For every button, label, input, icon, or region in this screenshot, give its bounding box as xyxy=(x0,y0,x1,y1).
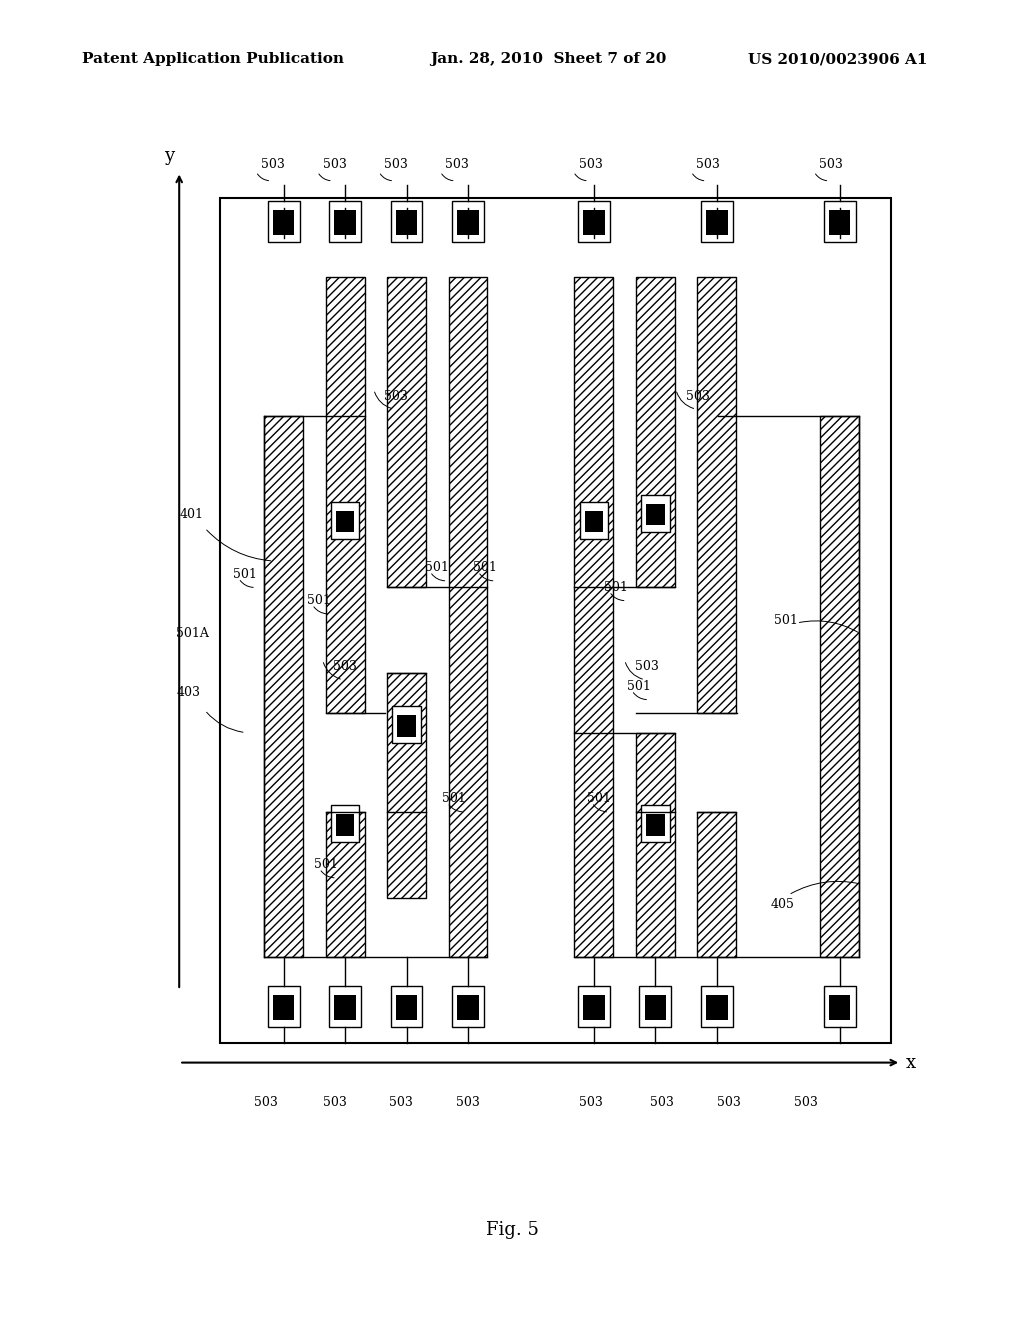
Bar xyxy=(392,706,421,743)
Bar xyxy=(395,210,418,235)
Bar xyxy=(391,986,422,1027)
Bar xyxy=(334,210,356,235)
Bar xyxy=(700,986,733,1027)
Text: 503: 503 xyxy=(794,1096,817,1109)
Bar xyxy=(707,210,727,235)
Bar xyxy=(641,495,670,532)
Bar xyxy=(387,277,426,587)
Text: 501: 501 xyxy=(627,680,650,693)
Bar xyxy=(331,805,359,842)
Bar xyxy=(268,986,299,1027)
Text: 503: 503 xyxy=(389,1096,413,1109)
Bar xyxy=(264,416,303,957)
Text: Patent Application Publication: Patent Application Publication xyxy=(82,53,344,66)
Bar xyxy=(387,673,426,898)
Text: 503: 503 xyxy=(261,158,285,172)
Bar xyxy=(449,277,487,957)
Text: 503: 503 xyxy=(717,1096,740,1109)
Text: y: y xyxy=(164,147,174,165)
Bar xyxy=(453,201,484,242)
Text: 501: 501 xyxy=(233,568,257,581)
Text: 503: 503 xyxy=(445,158,469,172)
Text: 503: 503 xyxy=(254,1096,278,1109)
Text: 503: 503 xyxy=(696,158,720,172)
Text: 503: 503 xyxy=(819,158,843,172)
Text: 401: 401 xyxy=(179,508,203,521)
Bar xyxy=(700,201,733,242)
Bar xyxy=(268,201,299,242)
Bar xyxy=(636,277,675,587)
Bar xyxy=(697,812,736,957)
Bar xyxy=(272,210,295,235)
Bar xyxy=(395,995,418,1020)
Text: 503: 503 xyxy=(384,389,408,403)
Text: 503: 503 xyxy=(579,158,602,172)
Bar xyxy=(326,277,365,713)
Text: 503: 503 xyxy=(579,1096,602,1109)
Text: 405: 405 xyxy=(771,898,795,911)
Text: 501: 501 xyxy=(442,792,466,805)
Text: 503: 503 xyxy=(323,158,346,172)
Text: 501: 501 xyxy=(473,561,497,574)
Bar xyxy=(646,814,665,836)
Text: 501: 501 xyxy=(587,792,610,805)
Bar xyxy=(580,502,608,539)
Bar xyxy=(585,511,603,532)
Bar xyxy=(453,986,484,1027)
Text: 503: 503 xyxy=(384,158,408,172)
Bar xyxy=(578,986,610,1027)
Bar xyxy=(391,201,422,242)
Bar xyxy=(272,995,295,1020)
Bar xyxy=(697,277,736,713)
Bar xyxy=(220,198,891,1043)
Text: 503: 503 xyxy=(333,660,356,673)
Text: 503: 503 xyxy=(635,660,658,673)
Bar xyxy=(639,986,672,1027)
Bar xyxy=(336,814,354,836)
Text: 501A: 501A xyxy=(176,627,209,640)
Text: x: x xyxy=(906,1053,916,1072)
Text: 501: 501 xyxy=(774,614,798,627)
Text: 503: 503 xyxy=(686,389,710,403)
Bar xyxy=(707,995,727,1020)
Bar xyxy=(457,995,479,1020)
Bar xyxy=(646,504,665,525)
Text: Fig. 5: Fig. 5 xyxy=(485,1221,539,1239)
Text: 503: 503 xyxy=(323,1096,346,1109)
Bar xyxy=(578,201,610,242)
Text: 501: 501 xyxy=(604,581,628,594)
Bar xyxy=(584,210,604,235)
Text: US 2010/0023906 A1: US 2010/0023906 A1 xyxy=(748,53,927,66)
Text: 503: 503 xyxy=(650,1096,674,1109)
Bar xyxy=(641,805,670,842)
Bar xyxy=(636,733,675,957)
Text: 501: 501 xyxy=(425,561,449,574)
Bar xyxy=(829,995,850,1020)
Bar xyxy=(331,502,359,539)
Bar xyxy=(823,201,856,242)
Text: 501: 501 xyxy=(314,858,338,871)
Text: 503: 503 xyxy=(456,1096,479,1109)
Text: Jan. 28, 2010  Sheet 7 of 20: Jan. 28, 2010 Sheet 7 of 20 xyxy=(430,53,667,66)
Text: 501: 501 xyxy=(307,594,331,607)
Bar xyxy=(584,995,604,1020)
Bar xyxy=(574,277,613,957)
Bar xyxy=(326,812,365,957)
Bar xyxy=(336,511,354,532)
Bar xyxy=(457,210,479,235)
Bar xyxy=(397,715,416,737)
Bar xyxy=(645,995,667,1020)
Bar xyxy=(829,210,850,235)
Bar xyxy=(823,986,856,1027)
Bar xyxy=(330,201,361,242)
Bar xyxy=(820,416,859,957)
Bar xyxy=(334,995,356,1020)
Bar xyxy=(330,986,361,1027)
Text: 403: 403 xyxy=(176,686,200,700)
